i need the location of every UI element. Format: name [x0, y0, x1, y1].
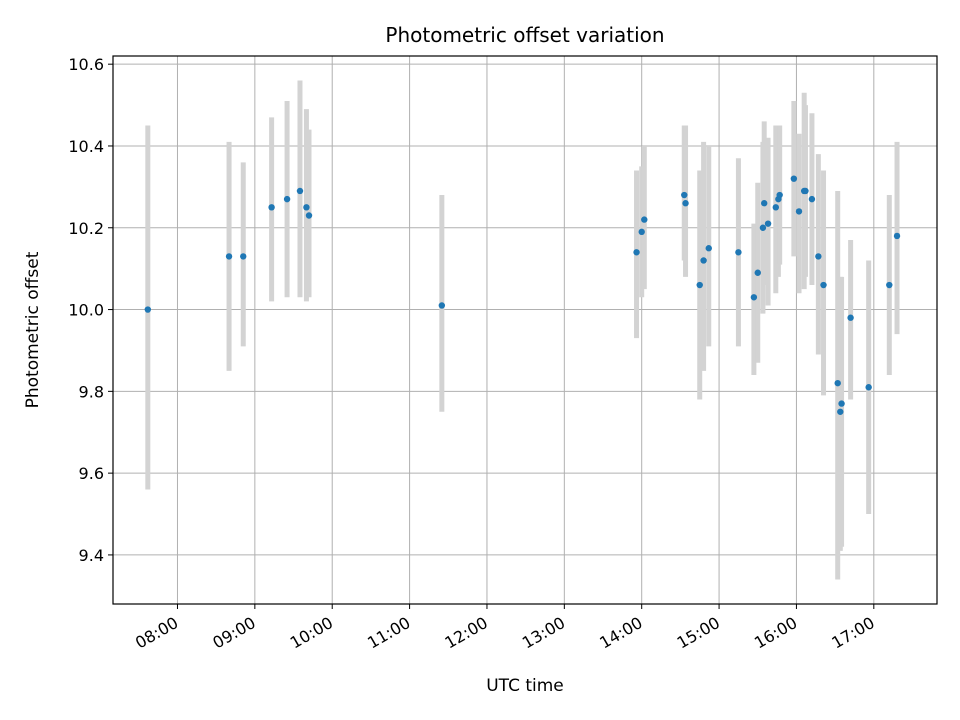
data-point	[759, 224, 767, 231]
chart-title: Photometric offset variation	[385, 23, 664, 47]
grid	[113, 56, 937, 604]
data-point	[776, 191, 783, 199]
data-point	[772, 204, 780, 211]
data-point	[700, 257, 707, 264]
data-point	[847, 314, 854, 321]
data-point	[638, 228, 645, 236]
y-tick-label: 9.8	[79, 382, 104, 401]
x-axis-title: UTC time	[486, 676, 564, 696]
data-point	[633, 249, 640, 256]
data-point	[705, 245, 712, 252]
data-point	[754, 269, 761, 276]
data-point	[696, 281, 703, 289]
data-point	[641, 216, 648, 223]
data-point	[225, 253, 233, 260]
y-tick-label: 10.2	[68, 219, 104, 238]
data-point	[764, 220, 772, 227]
y-tick-label: 9.6	[79, 464, 104, 483]
data-point	[303, 204, 310, 211]
data-point	[838, 400, 845, 407]
data-point	[438, 302, 446, 309]
data-point	[761, 200, 768, 207]
data-point	[834, 379, 841, 387]
y-tick-label: 10.4	[68, 137, 104, 156]
data-point	[681, 191, 688, 199]
data-point	[815, 253, 822, 260]
data-point	[144, 306, 152, 313]
data-point	[305, 212, 313, 219]
y-axis-ticks: 9.4 9.6 9.8 10.0 10.2 10.4 10.6	[68, 55, 113, 565]
data-point	[750, 294, 758, 301]
data-point	[820, 281, 827, 289]
data-point	[886, 281, 893, 289]
data-point	[268, 204, 275, 211]
data-point	[893, 232, 901, 240]
y-axis-title: Photometric offset	[23, 251, 43, 408]
plot-frame	[112, 55, 938, 605]
y-tick-label: 9.4	[79, 546, 104, 565]
data-point	[837, 408, 844, 415]
data-point	[790, 175, 798, 182]
data-point	[283, 195, 291, 203]
data-point	[240, 253, 247, 260]
data-point	[296, 187, 304, 195]
y-tick-label: 10.6	[68, 55, 104, 74]
y-tick-label: 10.0	[68, 301, 104, 320]
data-point	[802, 187, 809, 195]
data-point	[808, 195, 816, 203]
data-point	[795, 208, 803, 215]
data-point	[865, 384, 872, 391]
data-point	[735, 249, 742, 256]
data-points	[144, 175, 901, 415]
data-point	[682, 200, 689, 207]
